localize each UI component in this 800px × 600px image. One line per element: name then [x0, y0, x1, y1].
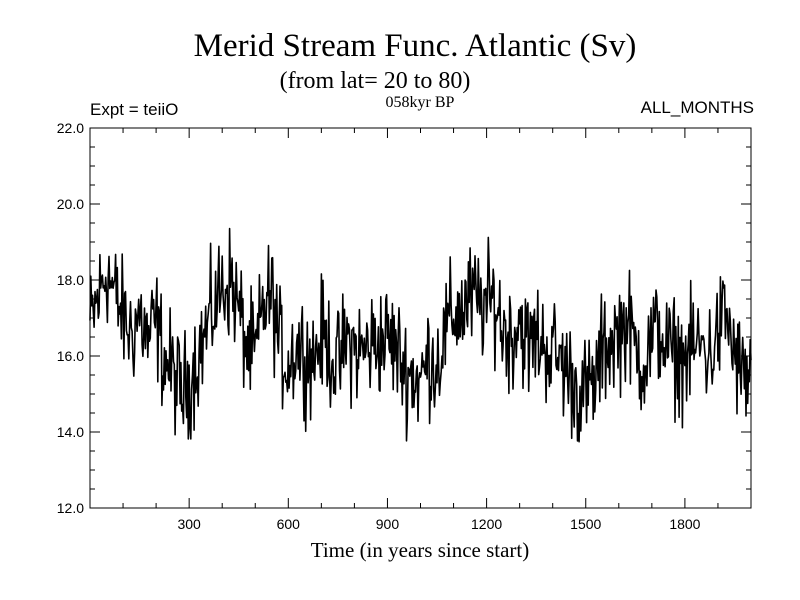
x-axis-label: Time (in years since start) — [310, 538, 530, 562]
y-tick-label: 18.0 — [57, 272, 84, 288]
x-tick-label: 900 — [376, 516, 400, 532]
chart-subtitle: (from lat= 20 to 80) — [279, 68, 471, 94]
data-series-line — [89, 227, 752, 443]
y-tick-label: 16.0 — [57, 348, 84, 364]
y-tick-label: 22.0 — [57, 120, 84, 136]
months-label: ALL_MONTHS — [640, 98, 754, 117]
chart-title: Merid Stream Func. Atlantic (Sv) — [193, 28, 637, 64]
x-tick-label: 1500 — [570, 516, 601, 532]
experiment-label: Expt = teiiO — [90, 100, 179, 119]
x-tick-label: 1200 — [471, 516, 502, 532]
y-tick-label: 14.0 — [57, 424, 84, 440]
period-label: 058kyr BP — [385, 94, 455, 111]
x-tick-label: 1800 — [669, 516, 700, 532]
y-tick-label: 20.0 — [57, 196, 84, 212]
x-tick-label: 600 — [277, 516, 301, 532]
x-tick-label: 300 — [177, 516, 201, 532]
y-tick-label: 12.0 — [57, 500, 84, 516]
